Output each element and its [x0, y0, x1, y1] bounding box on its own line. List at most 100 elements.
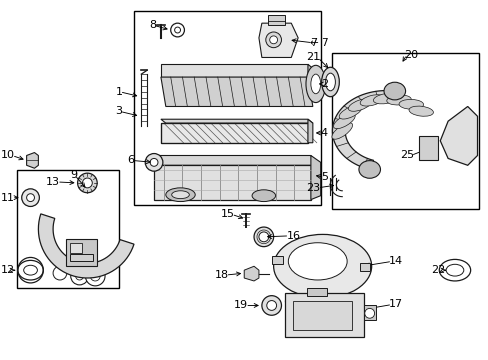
Text: 25: 25	[399, 150, 413, 161]
Bar	[293, 301, 351, 330]
Bar	[359, 263, 369, 271]
Circle shape	[18, 257, 43, 283]
Ellipse shape	[347, 99, 371, 111]
Polygon shape	[259, 23, 298, 58]
Polygon shape	[161, 64, 307, 77]
Ellipse shape	[358, 161, 380, 178]
Text: 17: 17	[388, 300, 403, 310]
Bar	[418, 136, 437, 161]
Polygon shape	[307, 64, 317, 100]
Text: 24: 24	[447, 139, 461, 149]
Circle shape	[26, 194, 34, 202]
Bar	[70, 253, 93, 261]
Circle shape	[265, 32, 281, 48]
Polygon shape	[310, 156, 320, 199]
Bar	[70, 243, 81, 252]
Circle shape	[21, 189, 39, 207]
Text: 18: 18	[214, 270, 228, 280]
Ellipse shape	[321, 67, 339, 97]
Ellipse shape	[310, 74, 320, 94]
Circle shape	[71, 267, 88, 285]
Circle shape	[78, 173, 97, 193]
Ellipse shape	[360, 95, 383, 106]
Polygon shape	[161, 119, 312, 123]
Ellipse shape	[165, 188, 195, 202]
Polygon shape	[332, 91, 402, 170]
Circle shape	[259, 232, 268, 242]
Bar	[271, 256, 283, 264]
Text: 16: 16	[286, 231, 300, 241]
Bar	[17, 170, 119, 288]
Ellipse shape	[273, 234, 371, 298]
Text: 23: 23	[306, 183, 320, 193]
Ellipse shape	[386, 95, 410, 105]
Bar	[134, 12, 320, 206]
Circle shape	[145, 153, 163, 171]
Bar	[66, 239, 97, 266]
Ellipse shape	[305, 65, 325, 103]
Circle shape	[53, 266, 67, 280]
Ellipse shape	[288, 243, 346, 280]
Text: 9: 9	[70, 170, 78, 180]
Circle shape	[262, 296, 281, 315]
Ellipse shape	[339, 105, 361, 119]
Text: 5: 5	[320, 172, 327, 182]
Ellipse shape	[171, 191, 189, 199]
Circle shape	[170, 23, 184, 37]
Polygon shape	[161, 77, 312, 107]
Bar	[267, 15, 285, 25]
Text: 4: 4	[320, 128, 327, 138]
Text: 10: 10	[1, 150, 15, 161]
Circle shape	[269, 36, 277, 44]
Polygon shape	[161, 123, 307, 143]
Ellipse shape	[23, 265, 37, 275]
Circle shape	[253, 227, 273, 247]
Ellipse shape	[438, 260, 469, 281]
Text: 15: 15	[220, 209, 234, 219]
Circle shape	[174, 27, 180, 33]
Text: 3: 3	[116, 107, 122, 116]
Text: 13: 13	[46, 177, 60, 187]
Polygon shape	[307, 119, 312, 143]
Text: 20: 20	[403, 50, 417, 59]
Circle shape	[266, 301, 276, 310]
Circle shape	[364, 309, 374, 318]
Bar	[363, 306, 375, 320]
Ellipse shape	[398, 99, 423, 109]
Polygon shape	[154, 165, 310, 199]
Polygon shape	[154, 156, 315, 165]
Text: 7: 7	[309, 38, 316, 48]
Ellipse shape	[331, 123, 352, 139]
Text: 14: 14	[388, 256, 403, 266]
Bar	[285, 293, 363, 337]
Circle shape	[76, 272, 83, 280]
Ellipse shape	[325, 73, 335, 91]
Text: 19: 19	[234, 301, 247, 310]
Polygon shape	[439, 107, 477, 165]
Circle shape	[90, 271, 100, 281]
Ellipse shape	[333, 113, 354, 129]
Ellipse shape	[408, 106, 432, 116]
Text: ← 7: ← 7	[309, 38, 328, 48]
Text: 12: 12	[0, 265, 15, 275]
Polygon shape	[26, 153, 38, 168]
Text: 1: 1	[116, 87, 122, 97]
Text: 11: 11	[1, 193, 15, 203]
Ellipse shape	[383, 82, 405, 100]
Text: 8: 8	[148, 20, 156, 30]
Polygon shape	[244, 266, 259, 281]
Bar	[306, 288, 326, 296]
Text: 22: 22	[430, 265, 444, 275]
Ellipse shape	[251, 190, 275, 202]
Circle shape	[82, 178, 92, 188]
Bar	[332, 53, 479, 210]
Ellipse shape	[373, 93, 397, 104]
Circle shape	[85, 266, 105, 286]
Circle shape	[150, 158, 158, 166]
Text: 21: 21	[306, 53, 320, 63]
Text: 6: 6	[127, 156, 134, 165]
Text: 2: 2	[320, 79, 327, 89]
Ellipse shape	[445, 264, 463, 276]
Polygon shape	[38, 214, 134, 278]
Bar	[161, 123, 307, 143]
